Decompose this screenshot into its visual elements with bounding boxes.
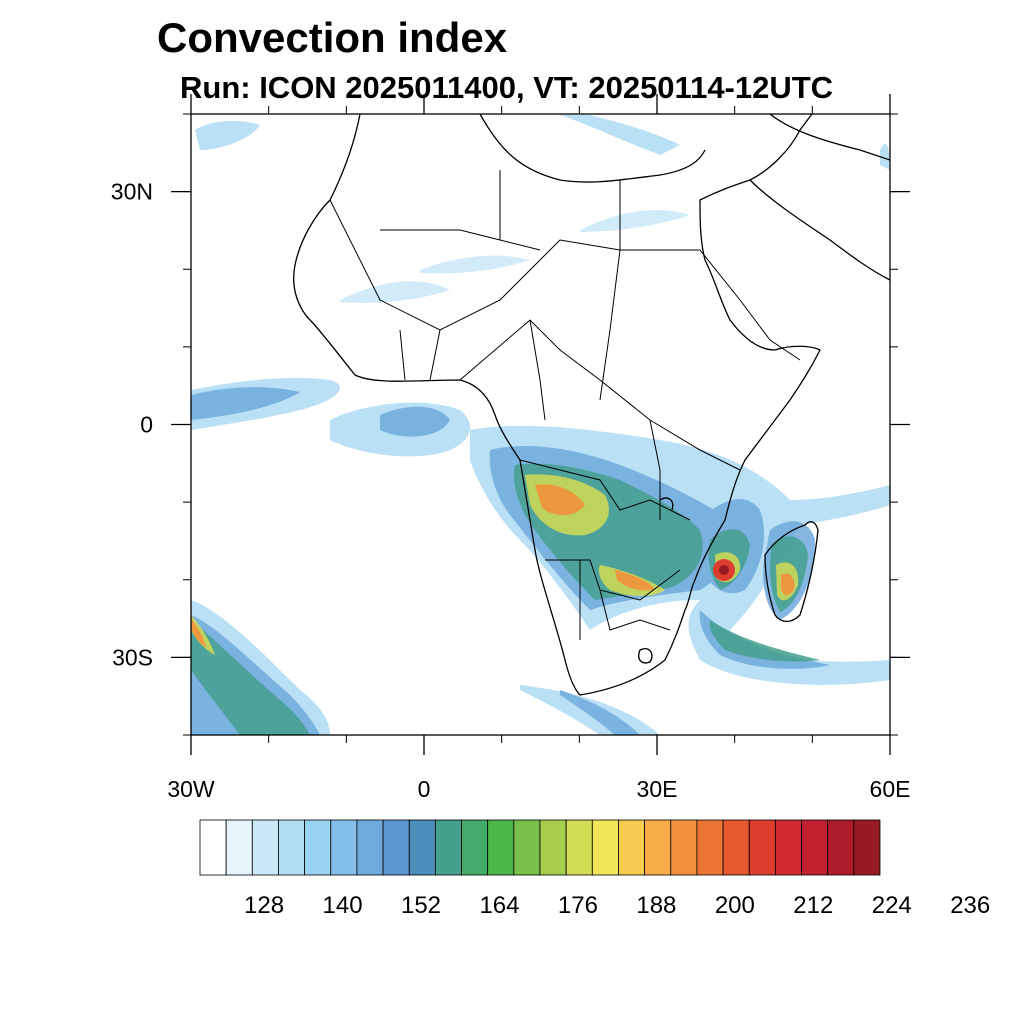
colorbar-label: 164 (479, 892, 519, 919)
colorbar-label: 236 (950, 892, 990, 919)
convection-field (191, 115, 890, 735)
colorbar: 128 140 152 164 176 188 200 212 224 236 (199, 819, 990, 919)
colorbar-swatch (827, 819, 855, 876)
colorbar-swatch (199, 819, 227, 876)
y-tick-label: 30S (112, 644, 153, 670)
colorbar-label: 224 (872, 892, 912, 919)
colorbar-swatch (565, 819, 593, 876)
colorbar-swatch (487, 819, 515, 876)
chart-title: Convection index (157, 14, 508, 61)
y-tick-label: 0 (140, 412, 153, 438)
colorbar-swatch (722, 819, 750, 876)
colorbar-label: 128 (244, 892, 284, 919)
coastlines (293, 114, 890, 696)
colorbar-swatch (748, 819, 776, 876)
colorbar-label: 140 (323, 892, 363, 919)
colorbar-swatch (539, 819, 567, 876)
colorbar-label: 212 (793, 892, 833, 919)
colorbar-swatch (330, 819, 358, 876)
map-frame (190, 113, 891, 736)
colorbar-swatch (670, 819, 698, 876)
colorbar-swatch (696, 819, 724, 876)
x-tick-label: 30W (167, 776, 215, 802)
y-tick-label: 30N (111, 179, 153, 205)
colorbar-swatch (774, 819, 802, 876)
colorbar-swatch (644, 819, 672, 876)
x-tick-label: 30E (637, 776, 678, 802)
colorbar-swatch (225, 819, 253, 876)
chart-subtitle: Run: ICON 2025011400, VT: 20250114-12UTC (180, 70, 834, 105)
colorbar-label: 176 (558, 892, 598, 919)
colorbar-swatch (801, 819, 829, 876)
colorbar-swatch (278, 819, 306, 876)
x-tick-label: 60E (870, 776, 911, 802)
axis-ticks: 30W 0 30E 60E 30N 0 30S (111, 94, 911, 802)
colorbar-swatch (591, 819, 619, 876)
colorbar-swatch (618, 819, 646, 876)
colorbar-label: 152 (401, 892, 441, 919)
colorbar-swatch (434, 819, 462, 876)
colorbar-swatch (408, 819, 436, 876)
colorbar-label: 200 (715, 892, 755, 919)
colorbar-swatch (382, 819, 410, 876)
colorbar-swatch (251, 819, 279, 876)
colorbar-label: 188 (636, 892, 676, 919)
colorbar-swatch (304, 819, 332, 876)
colorbar-swatch (356, 819, 384, 876)
colorbar-swatch (853, 819, 881, 876)
country-borders (329, 170, 801, 640)
colorbar-swatch (461, 819, 489, 876)
colorbar-swatch (513, 819, 541, 876)
x-tick-label: 0 (418, 776, 431, 802)
